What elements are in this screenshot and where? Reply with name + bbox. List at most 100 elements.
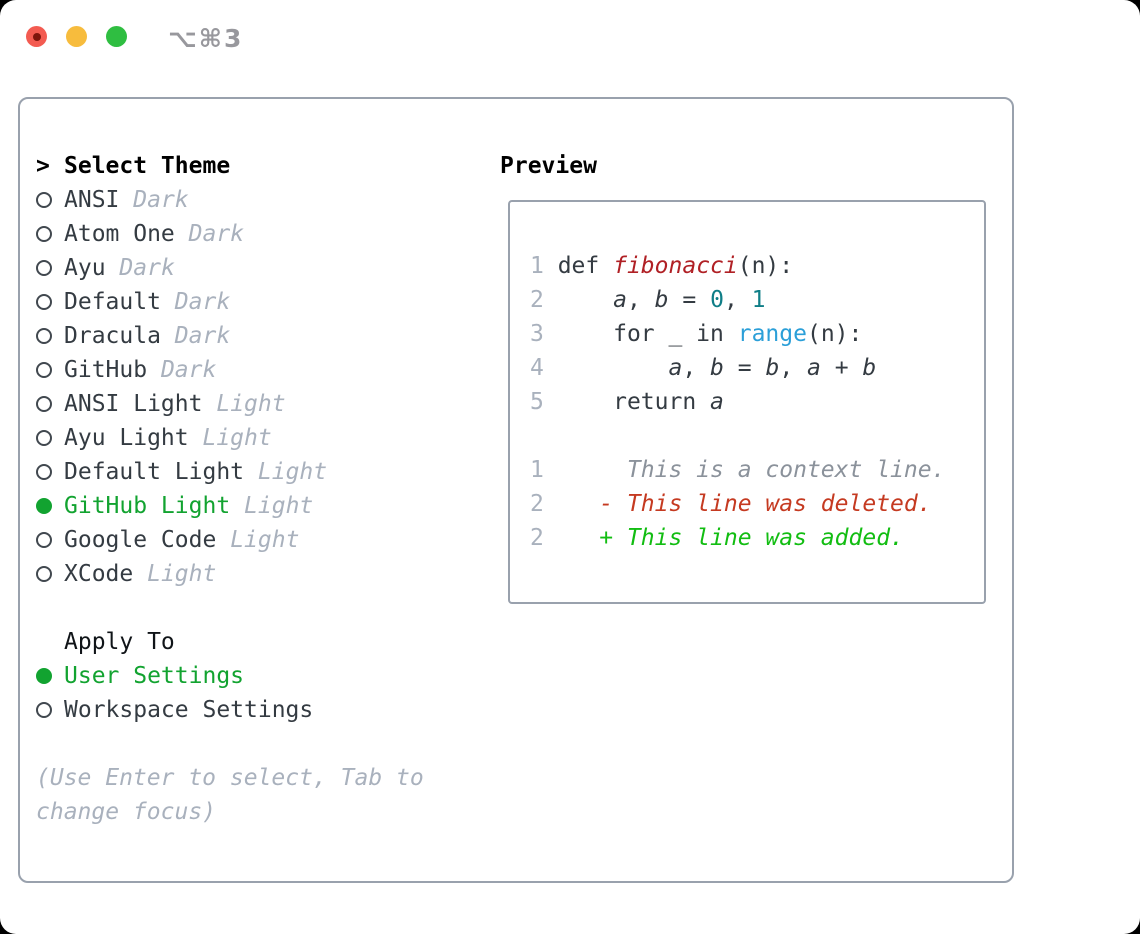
theme-option[interactable]: Google Code Light (36, 523, 500, 557)
circle-outline-icon (36, 702, 52, 718)
theme-option[interactable]: XCode Light (36, 557, 500, 591)
zoom-button-icon[interactable] (106, 26, 127, 47)
option-label: XCode (64, 561, 134, 587)
circle-outline-icon (36, 396, 52, 412)
code-token (544, 491, 599, 517)
spacer (147, 353, 161, 387)
theme-option[interactable]: Atom One Dark (36, 217, 500, 251)
filled-circle-icon (36, 668, 52, 684)
option-label: User Settings (64, 663, 245, 689)
circle-outline-icon (36, 532, 52, 548)
option-label: GitHub (64, 357, 148, 383)
preview-line: 3 for _ in range(n): (530, 317, 984, 351)
select-theme-header-row: > Select Theme (36, 149, 500, 183)
spacer (202, 387, 216, 421)
option-label: GitHub Light (64, 493, 231, 519)
radio-unselected-icon (36, 464, 64, 480)
preview-line: 2 + This line was added. (530, 521, 984, 555)
spacer (119, 183, 133, 217)
option-label: Default (64, 289, 161, 315)
circle-outline-icon (36, 362, 52, 378)
code-token: b (654, 287, 669, 313)
code-token: + This line was added. (599, 525, 904, 551)
spacer (161, 285, 175, 319)
apply-to-option[interactable]: User Settings (36, 659, 500, 693)
apply-to-header: Apply To (64, 629, 175, 655)
code-token: def (543, 253, 614, 279)
cursor-icon: > (36, 153, 50, 179)
code-token: range (737, 321, 807, 347)
theme-option[interactable]: Ayu Light Light (36, 421, 500, 455)
circle-outline-icon (36, 226, 52, 242)
spacer (161, 319, 175, 353)
preview-line: 2 - This line was deleted. (530, 487, 984, 521)
window-controls (26, 26, 127, 47)
select-theme-header: Select Theme (64, 153, 231, 179)
radio-unselected-icon (36, 430, 64, 446)
code-token: a (613, 287, 627, 313)
spacer (244, 455, 258, 489)
code-token: 1 (751, 287, 766, 313)
code-token: return (543, 389, 711, 415)
code-token: b (862, 355, 877, 381)
code-token (544, 525, 599, 551)
theme-option[interactable]: ANSI Dark (36, 183, 500, 217)
code-token: This is a context line. (543, 457, 946, 483)
close-button-icon[interactable] (26, 26, 47, 47)
option-variant-label: Light (147, 561, 217, 587)
option-variant-label: Light (257, 459, 328, 485)
preview-line: 2 a, b = 0, 1 (530, 283, 984, 317)
code-token: , (723, 287, 752, 313)
code-token: a (710, 389, 724, 415)
keyboard-hint: (Use Enter to select, Tab to change focu… (36, 765, 438, 825)
radio-unselected-icon (36, 226, 64, 242)
code-token: fibonacci (613, 253, 738, 279)
theme-picker-panel: > Select Theme ANSI Dark Atom One Dark Ayu… (18, 97, 1014, 883)
theme-option[interactable]: GitHub Dark (36, 353, 500, 387)
theme-option[interactable]: GitHub Light Light (36, 489, 500, 523)
theme-option[interactable]: Dracula Dark (36, 319, 500, 353)
code-token: b (710, 355, 724, 381)
option-variant-label: Dark (174, 323, 231, 349)
circle-outline-icon (36, 566, 52, 582)
code-token: 0 (710, 287, 724, 313)
circle-outline-icon (36, 192, 52, 208)
option-label: Ayu (64, 255, 106, 281)
option-label: Google Code (64, 527, 217, 553)
preview-line (530, 419, 984, 453)
line-number: 2 (530, 491, 544, 517)
theme-option[interactable]: Default Dark (36, 285, 500, 319)
window-title: ⌥⌘3 (168, 24, 244, 53)
theme-picker-left-column: > Select Theme ANSI Dark Atom One Dark Ayu… (36, 149, 500, 881)
cursor-marker: > (36, 149, 64, 183)
theme-option[interactable]: Ayu Dark (36, 251, 500, 285)
radio-selected-icon (36, 668, 64, 684)
radio-unselected-icon (36, 328, 64, 344)
circle-outline-icon (36, 464, 52, 480)
radio-unselected-icon (36, 532, 64, 548)
line-number: 2 (530, 287, 544, 313)
apply-to-option[interactable]: Workspace Settings (36, 693, 500, 727)
radio-unselected-icon (36, 702, 64, 718)
spacer (189, 421, 203, 455)
code-token: = (668, 287, 711, 313)
circle-outline-icon (36, 260, 52, 276)
code-token: a (807, 355, 821, 381)
theme-list: ANSI Dark Atom One Dark Ayu Dark Default Da… (36, 183, 500, 591)
theme-option[interactable]: Default Light Light (36, 455, 500, 489)
theme-option[interactable]: ANSI Light Light (36, 387, 500, 421)
code-token (544, 355, 669, 381)
line-number: 3 (530, 321, 544, 347)
preview-line: 4 a, b = b, a + b (530, 351, 984, 385)
option-variant-label: Dark (119, 255, 175, 281)
option-variant-label: Dark (174, 289, 231, 315)
radio-selected-icon (36, 498, 64, 514)
minimize-button-icon[interactable] (66, 26, 87, 47)
code-token: b (765, 355, 780, 381)
option-variant-label: Light (202, 425, 272, 451)
radio-unselected-icon (36, 396, 64, 412)
code-token: , (682, 355, 711, 381)
code-token (544, 287, 613, 313)
